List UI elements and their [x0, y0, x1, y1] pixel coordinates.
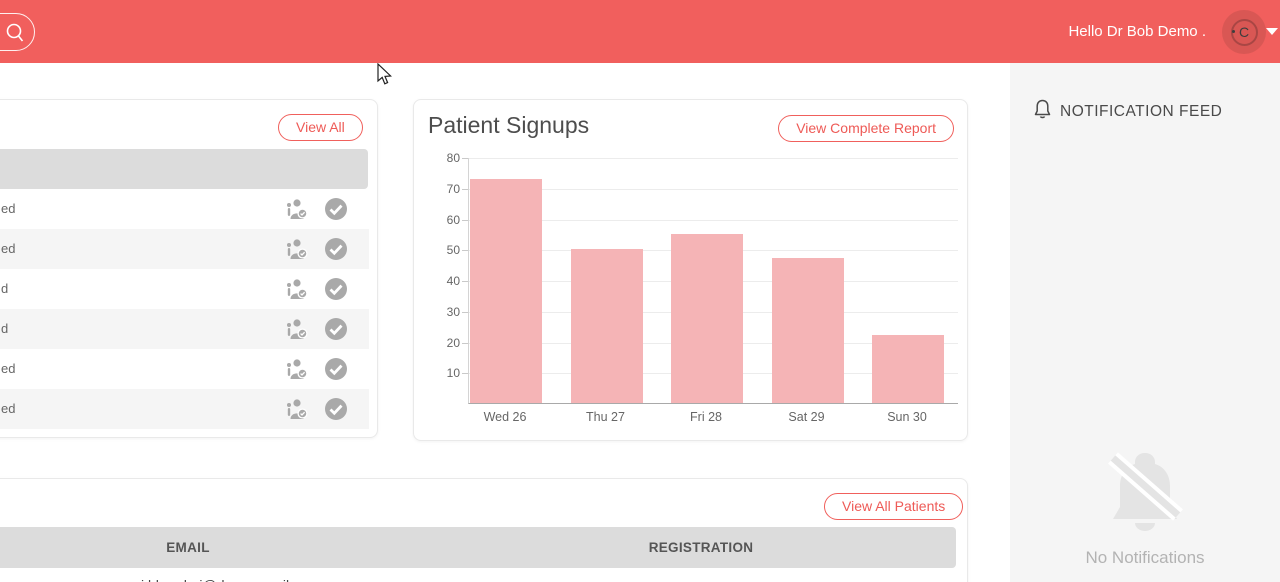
gridline	[469, 158, 958, 159]
list-item: d	[0, 309, 369, 349]
check-circle-icon[interactable]	[324, 197, 348, 226]
check-circle-icon[interactable]	[324, 357, 348, 386]
y-tick-label: 50	[446, 243, 460, 258]
y-tick	[462, 342, 468, 344]
chart-plot	[468, 158, 958, 404]
list-item: ed	[0, 389, 369, 429]
list-item-label: ed	[1, 201, 16, 216]
appointments-header-bar	[0, 149, 368, 189]
y-tick	[462, 158, 468, 159]
bar-wed-26	[470, 178, 542, 403]
list-item: ed	[0, 189, 369, 229]
list-item: d	[0, 269, 369, 309]
list-item-label: ed	[1, 361, 16, 376]
y-tick-label: 80	[446, 151, 460, 165]
patient-check-icon[interactable]	[285, 397, 310, 426]
patient-check-icon[interactable]	[285, 197, 310, 226]
check-circle-icon[interactable]	[324, 397, 348, 426]
bell-icon	[1034, 99, 1051, 124]
x-tick-label: Fri 28	[690, 410, 722, 424]
bar-thu-27	[570, 249, 643, 403]
y-tick	[462, 311, 468, 313]
user-greeting: Hello Dr Bob Demo .	[1068, 23, 1206, 40]
y-tick	[462, 188, 468, 190]
view-all-button[interactable]: View All	[278, 114, 363, 141]
list-item-label: d	[1, 281, 9, 296]
patient-check-icon[interactable]	[285, 317, 310, 346]
x-tick-label: Wed 26	[483, 410, 527, 424]
view-all-patients-button[interactable]: View All Patients	[824, 493, 964, 520]
patient-check-icon[interactable]	[285, 277, 310, 306]
patient-check-icon[interactable]	[285, 357, 310, 386]
y-tick-label: 10	[446, 366, 460, 381]
x-tick-label: Thu 27	[586, 410, 625, 424]
y-tick	[462, 281, 468, 282]
appointments-list: ed ed	[0, 189, 369, 429]
chart-title: Patient Signups	[428, 112, 590, 138]
gridline	[469, 219, 958, 221]
column-header-email: EMAIL	[166, 540, 210, 555]
list-item: ed	[0, 229, 369, 269]
y-tick-label: 40	[446, 274, 460, 288]
mouse-cursor-icon	[376, 62, 393, 91]
avatar-ring: C	[1230, 18, 1258, 46]
check-circle-icon[interactable]	[324, 317, 348, 346]
avatar[interactable]: C	[1222, 10, 1266, 54]
table-row: j.bhandari@demo.email	[141, 577, 641, 582]
notification-feed-panel: NOTIFICATION FEED No Notifications	[1010, 63, 1280, 582]
column-header-registration: REGISTRATION	[648, 540, 754, 555]
view-complete-report-button[interactable]: View Complete Report	[778, 115, 954, 142]
list-item: ed	[0, 349, 369, 389]
patients-table-header: EMAIL REGISTRATION	[0, 527, 956, 568]
avatar-letter: C	[1238, 24, 1250, 40]
x-tick-label: Sun 30	[887, 410, 927, 424]
search-button[interactable]	[0, 13, 35, 51]
list-item-label: d	[1, 321, 9, 336]
y-tick-label: 20	[446, 335, 460, 350]
patients-card: View All Patients EMAIL REGISTRATION j.b…	[0, 478, 968, 582]
bell-slash-icon	[1101, 445, 1189, 542]
notification-feed-title: NOTIFICATION FEED	[1060, 102, 1223, 120]
bar-sun-30	[872, 335, 944, 403]
patient-signups-card: Patient Signups View Complete Report 10 2…	[413, 99, 968, 441]
avatar-dot	[1232, 30, 1235, 33]
empty-state-text: No Notifications	[1085, 548, 1205, 567]
y-tick-label: 30	[446, 304, 460, 319]
y-tick-label: 70	[446, 181, 460, 196]
notification-feed-header: NOTIFICATION FEED	[1034, 99, 1222, 124]
patient-check-icon[interactable]	[285, 237, 310, 266]
y-tick	[462, 250, 468, 252]
y-tick-label: 60	[446, 212, 460, 227]
check-circle-icon[interactable]	[324, 237, 348, 266]
chevron-down-icon[interactable]	[1266, 28, 1278, 35]
bar-fri-28	[671, 233, 743, 403]
bar-sat-29	[771, 258, 844, 403]
y-tick	[462, 219, 468, 221]
top-navbar: Hello Dr Bob Demo . C	[0, 0, 1280, 63]
gridline	[469, 188, 958, 190]
check-circle-icon[interactable]	[324, 277, 348, 306]
list-item-label: ed	[1, 401, 16, 416]
y-tick	[462, 373, 468, 375]
appointments-card: View All ed ed	[0, 99, 378, 438]
list-item-label: ed	[1, 241, 16, 256]
x-tick-label: Sat 29	[788, 410, 825, 424]
